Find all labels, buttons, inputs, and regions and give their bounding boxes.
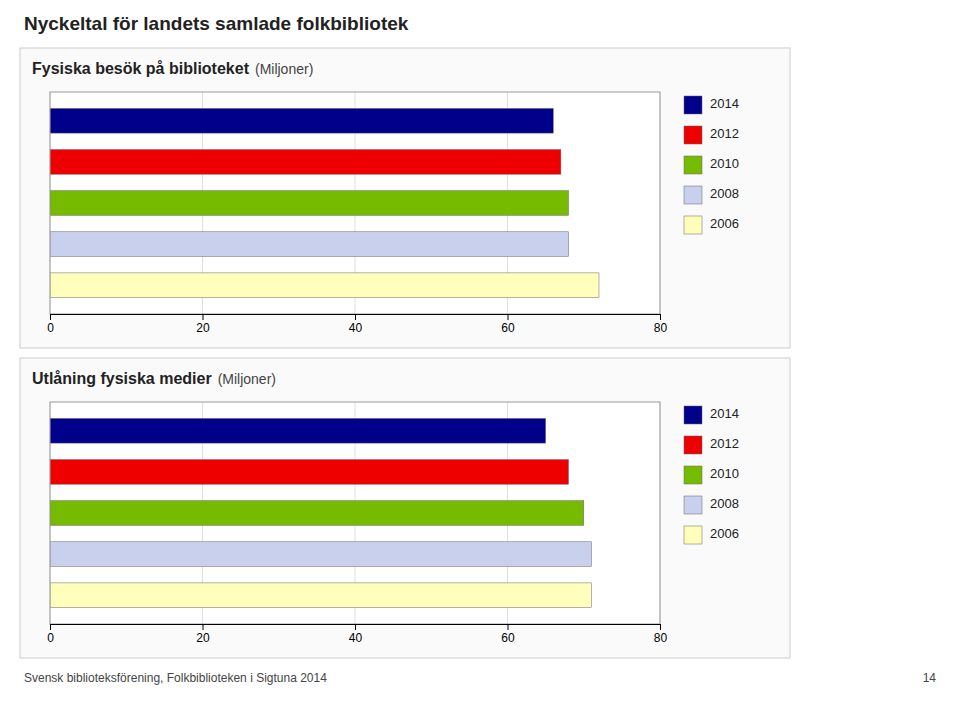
tick-label: 0 xyxy=(47,321,54,335)
tick-label: 80 xyxy=(654,321,668,335)
legend-label: 2006 xyxy=(710,216,739,231)
panel: Fysiska besök på biblioteket (Miljoner) 0 2… xyxy=(20,48,790,348)
grid xyxy=(50,92,660,314)
tick-mark xyxy=(508,624,509,630)
plot-background xyxy=(50,402,660,624)
value-axis: 0 20 40 60 80 xyxy=(47,314,667,335)
legend-swatch xyxy=(684,126,702,144)
legend-swatch xyxy=(684,186,702,204)
tick-mark xyxy=(660,314,661,320)
footer: Svensk biblioteksförening, Folkbibliotek… xyxy=(24,671,327,685)
tick-label: 20 xyxy=(196,321,210,335)
legend: 2014 2012 2010 2008 2006 xyxy=(684,406,739,544)
tick-mark xyxy=(355,314,356,320)
plot-frame xyxy=(50,402,660,624)
bar xyxy=(50,232,569,257)
bar xyxy=(50,501,584,526)
legend-label: 2010 xyxy=(710,466,739,481)
tick: 60 xyxy=(501,314,515,335)
legend-label: 2008 xyxy=(710,496,739,511)
grid xyxy=(50,402,660,624)
bar xyxy=(50,583,591,608)
tick: 40 xyxy=(349,624,363,645)
legend-swatch xyxy=(684,466,702,484)
bar xyxy=(50,273,599,298)
legend-swatch xyxy=(684,96,702,114)
tick: 80 xyxy=(654,314,668,335)
legend-label: 2014 xyxy=(710,96,739,111)
legend-swatch xyxy=(684,156,702,174)
tick-mark xyxy=(203,314,204,320)
legend-swatch xyxy=(684,216,702,234)
legend-swatch xyxy=(684,436,702,454)
plot-background xyxy=(50,92,660,314)
tick: 40 xyxy=(349,314,363,335)
axis-line xyxy=(51,625,661,631)
tick-mark xyxy=(50,624,51,630)
bar xyxy=(50,191,569,216)
tick: 60 xyxy=(501,624,515,645)
tick-mark xyxy=(660,624,661,630)
tick: 20 xyxy=(196,624,210,645)
value-axis: 0 20 40 60 80 xyxy=(47,624,667,645)
bar xyxy=(50,108,553,133)
axis-line xyxy=(51,315,661,321)
legend-swatch xyxy=(684,406,702,424)
main-title: Nyckeltal för landets samlade folkbiblio… xyxy=(24,13,409,34)
legend-swatch xyxy=(684,496,702,514)
legend-label: 2012 xyxy=(710,126,739,141)
tick: 0 xyxy=(47,314,54,335)
tick-label: 80 xyxy=(654,631,668,645)
tick-mark xyxy=(203,624,204,630)
legend-label: 2006 xyxy=(710,526,739,541)
bar xyxy=(50,460,569,485)
chart-title: Utlåning fysiska medier xyxy=(32,370,212,387)
chart-root: Nyckeltal för landets samlade folkbiblio… xyxy=(0,0,960,704)
legend-label: 2008 xyxy=(710,186,739,201)
page-number: 14 xyxy=(923,671,937,685)
tick-mark xyxy=(508,314,509,320)
tick-label: 0 xyxy=(47,631,54,645)
bar xyxy=(50,150,561,175)
bars xyxy=(50,418,591,607)
tick: 80 xyxy=(654,624,668,645)
plot-frame xyxy=(50,92,660,314)
chart-subtitle: (Miljoner) xyxy=(218,371,276,387)
bar xyxy=(50,418,546,443)
tick-label: 60 xyxy=(501,631,515,645)
tick-label: 60 xyxy=(501,321,515,335)
legend: 2014 2012 2010 2008 2006 xyxy=(684,96,739,234)
tick: 20 xyxy=(196,314,210,335)
legend-label: 2012 xyxy=(710,436,739,451)
chart-title: Fysiska besök på biblioteket xyxy=(32,60,250,77)
tick-label: 20 xyxy=(196,631,210,645)
legend-label: 2014 xyxy=(710,406,739,421)
chart-subtitle: (Miljoner) xyxy=(255,61,313,77)
panel: Utlåning fysiska medier (Miljoner) 0 20 40 60… xyxy=(20,358,790,658)
tick-mark xyxy=(355,624,356,630)
bar xyxy=(50,542,591,567)
panel-background xyxy=(20,48,790,348)
tick: 0 xyxy=(47,624,54,645)
panel-background xyxy=(20,358,790,658)
legend-label: 2010 xyxy=(710,156,739,171)
tick-label: 40 xyxy=(349,321,363,335)
bars xyxy=(50,108,599,297)
tick-mark xyxy=(50,314,51,320)
tick-label: 40 xyxy=(349,631,363,645)
legend-swatch xyxy=(684,526,702,544)
